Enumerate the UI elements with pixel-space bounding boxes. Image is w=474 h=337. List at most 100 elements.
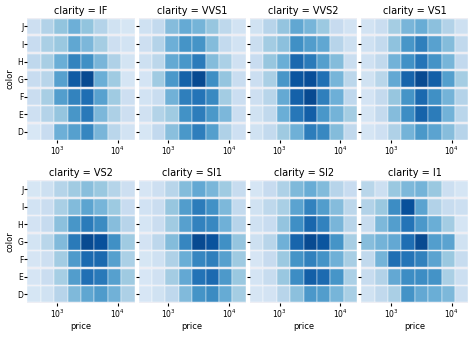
Bar — [290, 199, 303, 215]
Bar — [68, 124, 81, 140]
Bar — [139, 181, 152, 197]
Bar — [415, 54, 428, 69]
Bar — [303, 181, 317, 197]
Bar — [374, 269, 388, 285]
Bar — [139, 234, 152, 250]
Bar — [277, 216, 290, 232]
Bar — [121, 269, 135, 285]
Bar — [303, 234, 317, 250]
Bar — [139, 54, 152, 69]
Bar — [206, 54, 219, 69]
Bar — [277, 269, 290, 285]
Bar — [54, 216, 68, 232]
Bar — [232, 286, 246, 302]
Bar — [206, 89, 219, 104]
Bar — [179, 251, 192, 267]
Bar — [192, 106, 206, 122]
Bar — [401, 19, 415, 34]
Bar — [330, 19, 344, 34]
Bar — [455, 71, 468, 87]
Bar — [330, 286, 344, 302]
Bar — [68, 234, 81, 250]
Bar — [401, 181, 415, 197]
Bar — [232, 216, 246, 232]
Bar — [344, 71, 357, 87]
Bar — [219, 71, 232, 87]
Bar — [330, 124, 344, 140]
Bar — [27, 181, 41, 197]
Bar — [264, 269, 277, 285]
Bar — [219, 54, 232, 69]
Bar — [232, 199, 246, 215]
Bar — [361, 216, 374, 232]
Bar — [179, 54, 192, 69]
Bar — [264, 19, 277, 34]
Bar — [81, 89, 94, 104]
Bar — [165, 216, 179, 232]
Bar — [401, 124, 415, 140]
Bar — [344, 234, 357, 250]
Bar — [401, 89, 415, 104]
Bar — [388, 216, 401, 232]
Bar — [206, 71, 219, 87]
Bar — [330, 234, 344, 250]
Bar — [179, 199, 192, 215]
Bar — [290, 216, 303, 232]
Bar — [388, 89, 401, 104]
Bar — [121, 71, 135, 87]
Bar — [165, 89, 179, 104]
Bar — [303, 19, 317, 34]
Title: clarity = VVS2: clarity = VVS2 — [268, 5, 339, 16]
Bar — [206, 124, 219, 140]
Bar — [442, 71, 455, 87]
Bar — [121, 19, 135, 34]
Bar — [374, 286, 388, 302]
Bar — [442, 89, 455, 104]
Bar — [442, 54, 455, 69]
Bar — [54, 89, 68, 104]
Bar — [27, 199, 41, 215]
Bar — [81, 181, 94, 197]
Bar — [206, 199, 219, 215]
Bar — [54, 234, 68, 250]
Bar — [442, 234, 455, 250]
Bar — [152, 89, 165, 104]
Bar — [27, 124, 41, 140]
Bar — [179, 106, 192, 122]
Bar — [388, 286, 401, 302]
Bar — [179, 216, 192, 232]
Bar — [317, 89, 330, 104]
Bar — [344, 124, 357, 140]
Title: clarity = SI1: clarity = SI1 — [162, 168, 222, 178]
Bar — [152, 286, 165, 302]
Bar — [361, 181, 374, 197]
Bar — [152, 181, 165, 197]
Bar — [250, 124, 264, 140]
Bar — [68, 89, 81, 104]
Bar — [415, 251, 428, 267]
Bar — [442, 106, 455, 122]
Bar — [415, 124, 428, 140]
Bar — [442, 181, 455, 197]
X-axis label: price: price — [70, 323, 91, 332]
Bar — [428, 216, 442, 232]
Bar — [108, 106, 121, 122]
Bar — [165, 251, 179, 267]
X-axis label: price: price — [182, 323, 203, 332]
Bar — [41, 234, 54, 250]
Bar — [455, 89, 468, 104]
Bar — [81, 106, 94, 122]
Bar — [94, 216, 108, 232]
Bar — [152, 199, 165, 215]
Bar — [192, 269, 206, 285]
Bar — [192, 124, 206, 140]
Bar — [250, 89, 264, 104]
Y-axis label: color: color — [6, 69, 15, 90]
Bar — [455, 199, 468, 215]
Bar — [139, 251, 152, 267]
Bar — [206, 286, 219, 302]
Bar — [330, 106, 344, 122]
Bar — [68, 286, 81, 302]
Bar — [317, 286, 330, 302]
Bar — [94, 19, 108, 34]
